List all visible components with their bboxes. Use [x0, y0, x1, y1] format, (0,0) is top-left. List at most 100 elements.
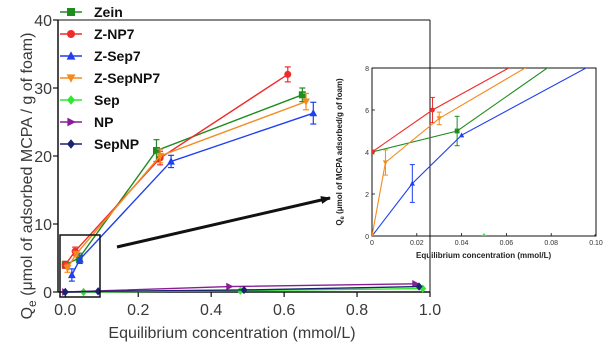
series-line-z-sep7: [71, 112, 314, 276]
inset-series-sepnp: [593, 233, 596, 236]
inset-series-line-zein: [372, 68, 549, 153]
main-series-layer: [61, 66, 427, 297]
inset-axis-ticks: 0 0.02 0.04 0.06 0.08 0.10 0 2 4 6 8: [365, 66, 603, 247]
data-point-z-sepnp7: [72, 250, 81, 259]
inset-x-tick-label: 0: [370, 240, 374, 247]
legend-swatch-marker: [67, 8, 75, 16]
main-y-axis-label-sub: e: [25, 300, 39, 307]
inset-data-point-zein: [454, 128, 460, 134]
legend-swatch-marker: [66, 51, 76, 60]
main-x-tick-label: 0.6: [273, 302, 295, 319]
inset-series-layer: [372, 68, 596, 236]
legend-item-np: NP: [60, 114, 113, 130]
data-point-z-sep7: [76, 255, 84, 263]
main-y-tick-label: 0: [43, 285, 52, 302]
series-line-sepnp: [65, 285, 420, 293]
legend-swatch-marker: [66, 74, 76, 83]
series-z-sep7: [68, 101, 318, 282]
data-point-z-sepnp7: [63, 265, 72, 273]
main-x-tick-label: 0.8: [346, 302, 368, 319]
inset-x-tick-label: 0.10: [589, 240, 603, 247]
inset-data-point-z-np7: [372, 149, 375, 155]
inset-y-tick-label: 4: [365, 150, 369, 157]
inset-data-point-z-sep7: [458, 132, 465, 138]
main-y-axis-label-rest: (μmol of adsorbed MCPA / g of foam): [19, 33, 36, 301]
legend-item-sepnp: SepNP: [60, 136, 139, 152]
inset-series-line-z-np7: [372, 68, 510, 153]
main-y-tick-label: 10: [34, 217, 52, 234]
inset-data-point-sep: [481, 233, 487, 236]
legend-item-z-np7: Z-NP7: [60, 26, 135, 42]
legend-item-sep: Sep: [60, 92, 120, 108]
zoom-arrow: [116, 196, 331, 249]
main-y-axis-label-main: Q: [19, 307, 36, 319]
inset-y-axis-label-rest: (μmol of MCPA adsorbed/g of foam): [335, 78, 344, 216]
data-point-z-sepnp7: [302, 98, 310, 106]
inset-x-tick-label: 0.06: [500, 240, 514, 247]
inset-series-z-sepnp7: [372, 68, 527, 236]
main-y-axis-label: Qe (μmol of adsorbed MCPA / g of foam): [19, 33, 39, 320]
series-line-z-sepnp7: [66, 100, 307, 269]
inset-series-line-z-sep7: [372, 68, 588, 236]
inset-y-tick-label: 8: [365, 66, 369, 73]
data-point-sepnp: [240, 285, 248, 295]
data-point-sepnp: [61, 287, 69, 297]
inset-series-z-sep7: [372, 68, 588, 236]
inset-chart: 0 0.02 0.04 0.06 0.08 0.10 0 2 4 6 8 Equilibrium c…: [335, 66, 603, 260]
zoom-region-box: [59, 234, 101, 298]
main-y-tick-label: 20: [34, 149, 52, 166]
legend-swatch-marker: [67, 95, 75, 105]
data-point-sepnp: [415, 282, 423, 291]
legend-label: Zein: [94, 4, 123, 20]
legend-swatch-marker: [67, 117, 76, 127]
legend-label: NP: [94, 114, 113, 130]
inset-x-axis-label: Equilibrium concentration (mmol/L): [416, 251, 551, 260]
inset-y-tick-label: 2: [365, 192, 369, 199]
legend-swatch-marker: [67, 30, 75, 38]
legend-label: Sep: [94, 92, 120, 108]
data-point-z-sep7: [167, 157, 175, 165]
main-x-tick-label: 1.0: [419, 302, 441, 319]
data-point-zein: [152, 147, 160, 155]
legend-swatch-marker: [67, 139, 75, 149]
inset-data-point-z-sepnp7: [372, 233, 375, 236]
inset-series-z-np7: [372, 68, 510, 155]
series-z-sepnp7: [63, 92, 310, 273]
inset-series-line-z-sepnp7: [372, 68, 527, 236]
main-x-axis-label: Equilibrium concentration (mmol/L): [108, 325, 355, 342]
inset-y-axis-label-sub: e: [340, 215, 346, 219]
data-point-z-np7: [284, 70, 292, 78]
inset-x-tick-label: 0.08: [544, 240, 558, 247]
data-point-z-sepnp7: [156, 152, 164, 161]
inset-plot-border: [371, 67, 597, 237]
inset-x-tick-label: 0.02: [410, 240, 424, 247]
data-point-z-sep7: [68, 270, 76, 279]
inset-data-point-z-sepnp7: [436, 116, 442, 122]
inset-data-point-z-np7: [430, 107, 435, 113]
main-x-tick-label: 0.2: [127, 302, 149, 319]
legend-item-z-sep7: Z-Sep7: [60, 48, 141, 64]
inset-y-axis-label: Qe (μmol of MCPA adsorbed/g of foam): [335, 78, 346, 226]
inset-y-axis-label-main: Q: [335, 219, 344, 225]
legend-label: Z-Sep7: [94, 48, 141, 64]
inset-y-tick-label: 6: [365, 108, 369, 115]
legend-item-zein: Zein: [60, 4, 123, 20]
data-point-np: [412, 279, 420, 288]
inset-x-tick-label: 0.04: [455, 240, 469, 247]
legend-label: Z-NP7: [94, 26, 135, 42]
main-x-tick-label: 0.0: [54, 302, 76, 319]
legend-item-z-sepnp7: Z-SepNP7: [60, 70, 160, 86]
inset-plot-frame: [371, 67, 597, 237]
zoom-annotation: [59, 196, 331, 298]
inset-y-tick-label: 0: [365, 234, 369, 241]
inset-series-sep: [481, 233, 487, 236]
inset-data-point-sepnp: [593, 233, 596, 236]
inset-data-point-z-sep7: [409, 180, 415, 186]
main-x-tick-label: 0.4: [200, 302, 222, 319]
main-y-tick-label: 30: [34, 81, 52, 98]
legend-label: Z-SepNP7: [94, 70, 160, 86]
